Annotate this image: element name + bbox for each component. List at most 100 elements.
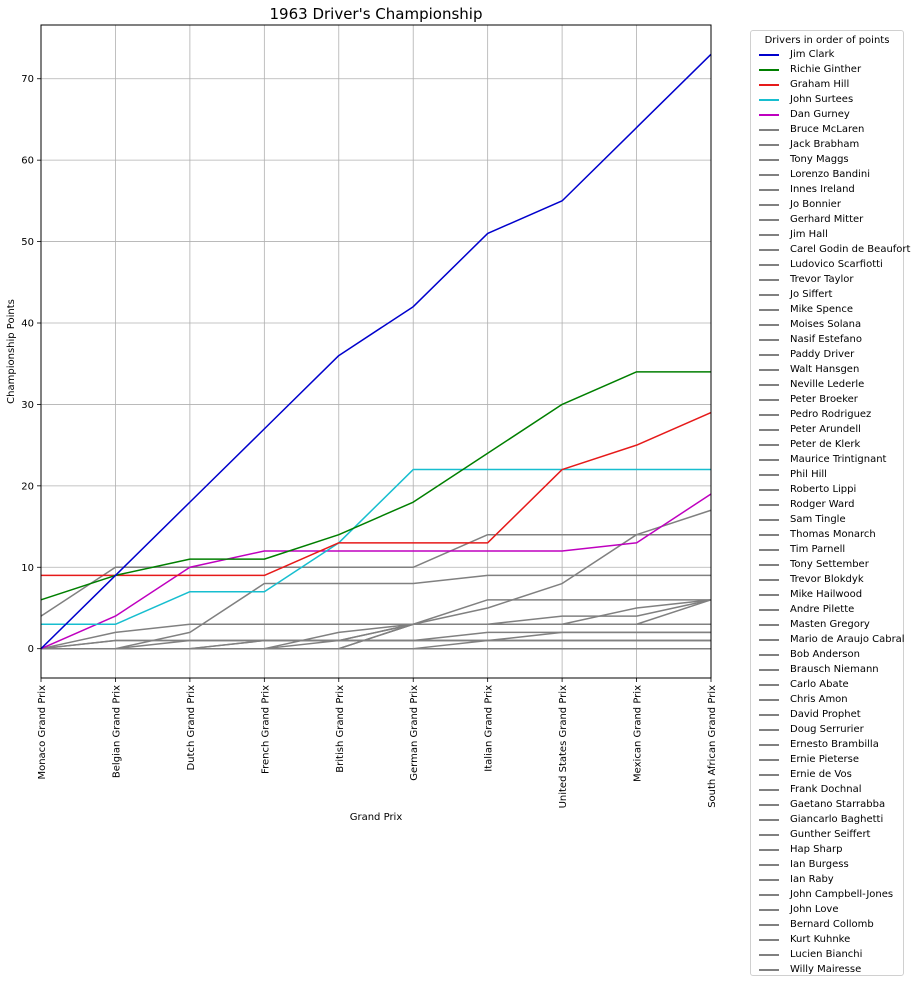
y-tick-label-0: 0	[28, 644, 34, 655]
legend-swatch	[759, 338, 779, 341]
x-axis-label: Grand Prix	[350, 812, 403, 823]
legend-item-david-prophet: David Prophet	[759, 707, 861, 722]
legend-item-brausch-niemann: Brausch Niemann	[759, 662, 879, 677]
legend-item-peter-broeker: Peter Broeker	[759, 392, 858, 407]
legend-item-willy-mairesse: Willy Mairesse	[759, 962, 861, 977]
chart-title: 1963 Driver's Championship	[270, 5, 483, 23]
legend-item-peter-de-klerk: Peter de Klerk	[759, 437, 860, 452]
legend-swatch	[759, 683, 779, 686]
legend-label: Maurice Trintignant	[790, 454, 887, 465]
legend-swatch	[759, 563, 779, 566]
legend-item-rodger-ward: Rodger Ward	[759, 497, 854, 512]
legend-item-ludovico-scarfiotti: Ludovico Scarfiotti	[759, 257, 883, 272]
legend-label: Lucien Bianchi	[790, 949, 863, 960]
legend-swatch	[759, 383, 779, 386]
legend-item-frank-dochnal: Frank Dochnal	[759, 782, 861, 797]
legend-swatch	[759, 368, 779, 371]
legend-item-jim-clark: Jim Clark	[759, 47, 834, 62]
legend-item-peter-arundell: Peter Arundell	[759, 422, 861, 437]
legend-swatch	[759, 233, 779, 236]
x-tick-label-italian-grand-prix: Italian Grand Prix	[484, 685, 495, 772]
legend-label: Sam Tingle	[790, 514, 846, 525]
legend-label: Kurt Kuhnke	[790, 934, 851, 945]
legend-swatch	[759, 323, 779, 326]
legend-item-nasif-estefano: Nasif Estefano	[759, 332, 862, 347]
legend-swatch	[759, 158, 779, 161]
legend-label: Ludovico Scarfiotti	[790, 259, 883, 270]
series-line-tony-maggs	[41, 574, 711, 650]
y-axis: 0 10 20 30 40 50 60 70	[21, 74, 41, 655]
legend-item-ernie-pieterse: Ernie Pieterse	[759, 752, 859, 767]
legend-item-trevor-blokdyk: Trevor Blokdyk	[759, 572, 864, 587]
legend-label: Phil Hill	[790, 469, 827, 480]
x-tick-label-monaco-grand-prix: Monaco Grand Prix	[37, 685, 48, 780]
legend-label: Richie Ginther	[790, 64, 862, 75]
legend-swatch	[759, 653, 779, 656]
legend-swatch	[759, 878, 779, 881]
legend-label: Jo Bonnier	[790, 199, 841, 210]
legend-item-doug-serrurier: Doug Serrurier	[759, 722, 864, 737]
legend-swatch	[759, 188, 779, 191]
series-line-dan-gurney	[40, 493, 712, 650]
legend-item-neville-lederle: Neville Lederle	[759, 377, 864, 392]
y-axis-label: Championship Points	[6, 299, 17, 404]
legend-swatch	[759, 128, 779, 131]
legend-item-moises-solana: Moises Solana	[759, 317, 861, 332]
legend-label: John Campbell-Jones	[790, 889, 894, 900]
legend-item-maurice-trintignant: Maurice Trintignant	[759, 452, 886, 467]
legend-label: John Surtees	[790, 94, 854, 105]
legend-label: Ian Raby	[790, 874, 834, 885]
legend-label: Jim Hall	[790, 229, 828, 240]
legend-swatch	[759, 803, 779, 806]
plot-area-frame	[40, 24, 712, 679]
legend-swatch	[759, 83, 779, 86]
legend-swatch	[759, 713, 779, 716]
legend-item-ernie-de-vos: Ernie de Vos	[759, 767, 852, 782]
legend-swatch	[759, 668, 779, 671]
series-line-john-surtees	[41, 468, 711, 626]
x-tick-label-mexican-grand-prix: Mexican Grand Prix	[633, 685, 644, 782]
legend-swatch	[759, 113, 779, 116]
legend-label: Carlo Abate	[790, 679, 849, 690]
series-line-trevor-taylor	[40, 639, 711, 650]
legend-swatch	[759, 578, 779, 581]
legend-item-tony-maggs: Tony Maggs	[759, 152, 849, 167]
legend-item-tim-parnell: Tim Parnell	[759, 542, 845, 557]
legend-item-lorenzo-bandini: Lorenzo Bandini	[759, 167, 870, 182]
legend-item-lucien-bianchi: Lucien Bianchi	[759, 947, 862, 962]
y-tick-label-40: 40	[21, 319, 34, 330]
legend-label: Neville Lederle	[790, 379, 865, 390]
legend-swatch	[759, 758, 779, 761]
legend-item-jim-hall: Jim Hall	[759, 227, 828, 242]
series-lines	[40, 53, 712, 650]
legend-swatch	[759, 938, 779, 941]
legend-swatch	[759, 353, 779, 356]
legend-label: Thomas Monarch	[790, 529, 876, 540]
legend-item-john-love: John Love	[759, 902, 839, 917]
legend-item-richie-ginther: Richie Ginther	[759, 62, 861, 77]
legend-swatch	[759, 143, 779, 146]
legend-item-thomas-monarch: Thomas Monarch	[759, 527, 876, 542]
y-tick-label-20: 20	[21, 481, 34, 492]
legend-swatch	[759, 863, 779, 866]
legend-label: Moises Solana	[790, 319, 862, 330]
legend-label: Giancarlo Baghetti	[790, 814, 884, 825]
legend-label: Masten Gregory	[790, 619, 870, 630]
legend-swatch	[759, 593, 779, 596]
y-tick-label-60: 60	[21, 156, 34, 167]
legend-label: Jo Siffert	[790, 289, 833, 300]
legend-item-gunther-seiffert: Gunther Seiffert	[759, 827, 870, 842]
legend-swatch	[759, 458, 779, 461]
legend-swatch	[759, 848, 779, 851]
legend-label: Gunther Seiffert	[790, 829, 871, 840]
legend-swatch	[759, 773, 779, 776]
legend-swatch	[759, 278, 779, 281]
legend-swatch	[759, 173, 779, 176]
legend-swatch	[759, 488, 779, 491]
legend-item-carel-godin-de-beaufort: Carel Godin de Beaufort	[759, 242, 910, 257]
legend-item-hap-sharp: Hap Sharp	[759, 842, 842, 857]
legend-item-bernard-collomb: Bernard Collomb	[759, 917, 874, 932]
legend-item-mario-de-araujo-cabral: Mario de Araujo Cabral	[759, 632, 905, 647]
legend-swatch	[759, 203, 779, 206]
legend-item-dan-gurney: Dan Gurney	[759, 107, 850, 122]
